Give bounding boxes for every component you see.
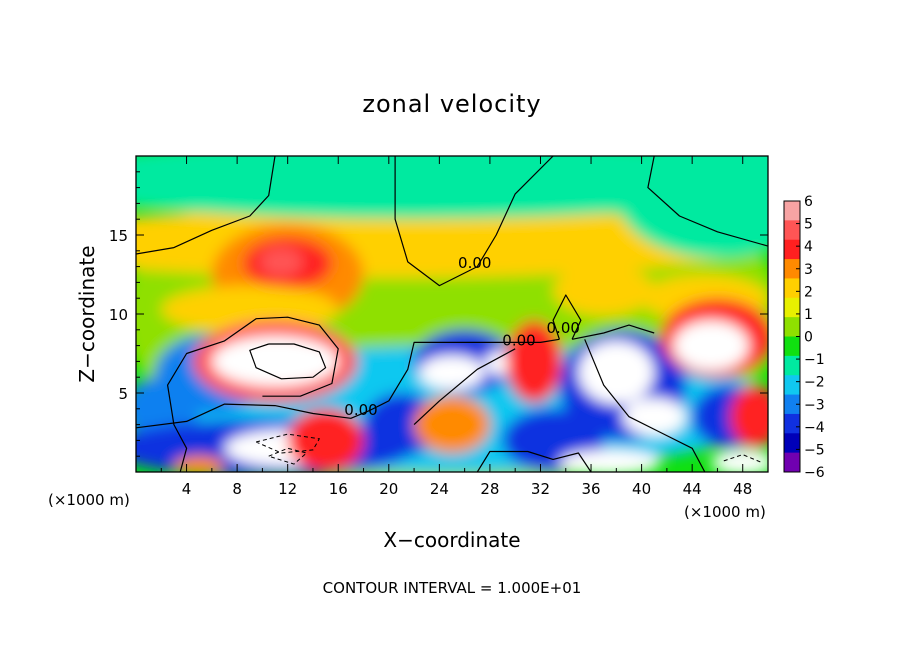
velocity-region [414,396,490,454]
colorbar-tick-label: −2 [804,375,825,391]
chart-title: zonal velocity [362,90,541,118]
plot-area: 0.00 0.00 0.00 0.00 [136,156,768,472]
contour-line [167,316,339,472]
contour-line [394,156,554,287]
colorbar-swatch [784,394,800,415]
colorbar-swatch [784,433,800,454]
y-tick-label: 15 [109,227,128,245]
y-axis-label: Z−coordinate [75,245,99,382]
contour-label: 0.00 [458,254,491,272]
colorbar-swatch [784,355,800,376]
colorbar-tick-label: 6 [804,194,813,210]
velocity-region [616,156,768,259]
contour-labels: 0.00 0.00 0.00 0.00 [344,254,580,419]
colorbar-swatch [784,413,800,434]
contour-label: 0.00 [502,332,535,350]
colorbar: 6 5 4 3 2 1 0 −1 −2 −3 −4 −5 −6 [783,194,825,481]
velocity-region [136,156,768,220]
colorbar-tick-label: 2 [804,284,813,300]
colorbar-swatch [784,317,800,337]
colorbar-tick-label: −4 [804,420,825,436]
contour-line [552,294,582,340]
x-tick-label: 24 [430,480,449,498]
velocity-region [363,393,440,457]
contour-label: 0.00 [547,319,580,337]
colorbar-tick-label: 4 [804,239,813,255]
velocity-region [673,320,750,371]
velocity-field [136,156,768,472]
x-unit-right: (×1000 m) [684,503,766,521]
x-tick-label: 48 [733,480,752,498]
contour-line [584,339,706,472]
y-tick-label: 5 [118,385,128,403]
velocity-region [287,408,364,472]
colorbar-swatch [784,375,800,396]
x-tick-label: 32 [531,480,550,498]
colorbar-swatch [784,259,800,279]
colorbar-swatch [784,452,800,473]
x-tick-label: 16 [329,480,348,498]
contour-line [136,338,560,429]
colorbar-tick-label: 1 [804,307,813,323]
velocity-region [419,355,485,390]
x-tick-label: 36 [581,480,600,498]
contour-line [476,450,592,472]
x-tick-label: 20 [379,480,398,498]
contour-line [136,156,276,255]
velocity-region [211,336,339,387]
negative-contour-line [268,447,308,465]
colorbar-tick-label: 3 [804,262,813,278]
velocity-region [711,449,768,472]
velocity-region [161,285,339,333]
x-axis-label: X−coordinate [383,528,520,552]
colorbar-tick-label: −1 [804,352,825,368]
velocity-region [622,397,686,436]
contour-line [647,156,768,247]
x-axis: 4 8 12 16 20 24 28 32 36 40 44 48 [160,156,752,498]
contour-line [571,324,655,340]
colorbar-tick-label: 0 [804,330,813,346]
x-tick-label: 28 [480,480,499,498]
x-unit-left: (×1000 m) [48,491,130,509]
velocity-region [730,385,768,449]
y-axis: 5 10 15 [109,171,768,457]
colorbar-swatch [784,239,800,260]
negative-contour-line [255,433,321,454]
contour-line [249,343,327,380]
colorbar-swatch [784,220,800,241]
x-tick-label: 4 [182,480,192,498]
y-tick-label: 10 [109,306,128,324]
velocity-region [578,340,655,405]
colorbar-tick-label: −3 [804,397,825,413]
colorbar-tick-label: −6 [804,465,825,481]
colorbar-swatch [784,201,800,221]
x-tick-label: 44 [683,480,702,498]
contour-interval-note: CONTOUR INTERVAL = 1.000E+01 [323,579,582,597]
velocity-region [553,265,655,316]
x-tick-label: 40 [632,480,651,498]
velocity-region [259,247,303,277]
x-tick-label: 8 [232,480,242,498]
colorbar-tick-label: −5 [804,442,825,458]
contour-line [413,348,516,426]
colorbar-swatch [784,278,800,299]
colorbar-swatch [784,336,800,357]
contour-label: 0.00 [344,401,377,419]
colorbar-tick-label: 5 [804,217,813,233]
x-tick-label: 12 [278,480,297,498]
velocity-region [559,449,661,472]
colorbar-swatch [784,297,800,318]
contour-lines [136,156,768,472]
